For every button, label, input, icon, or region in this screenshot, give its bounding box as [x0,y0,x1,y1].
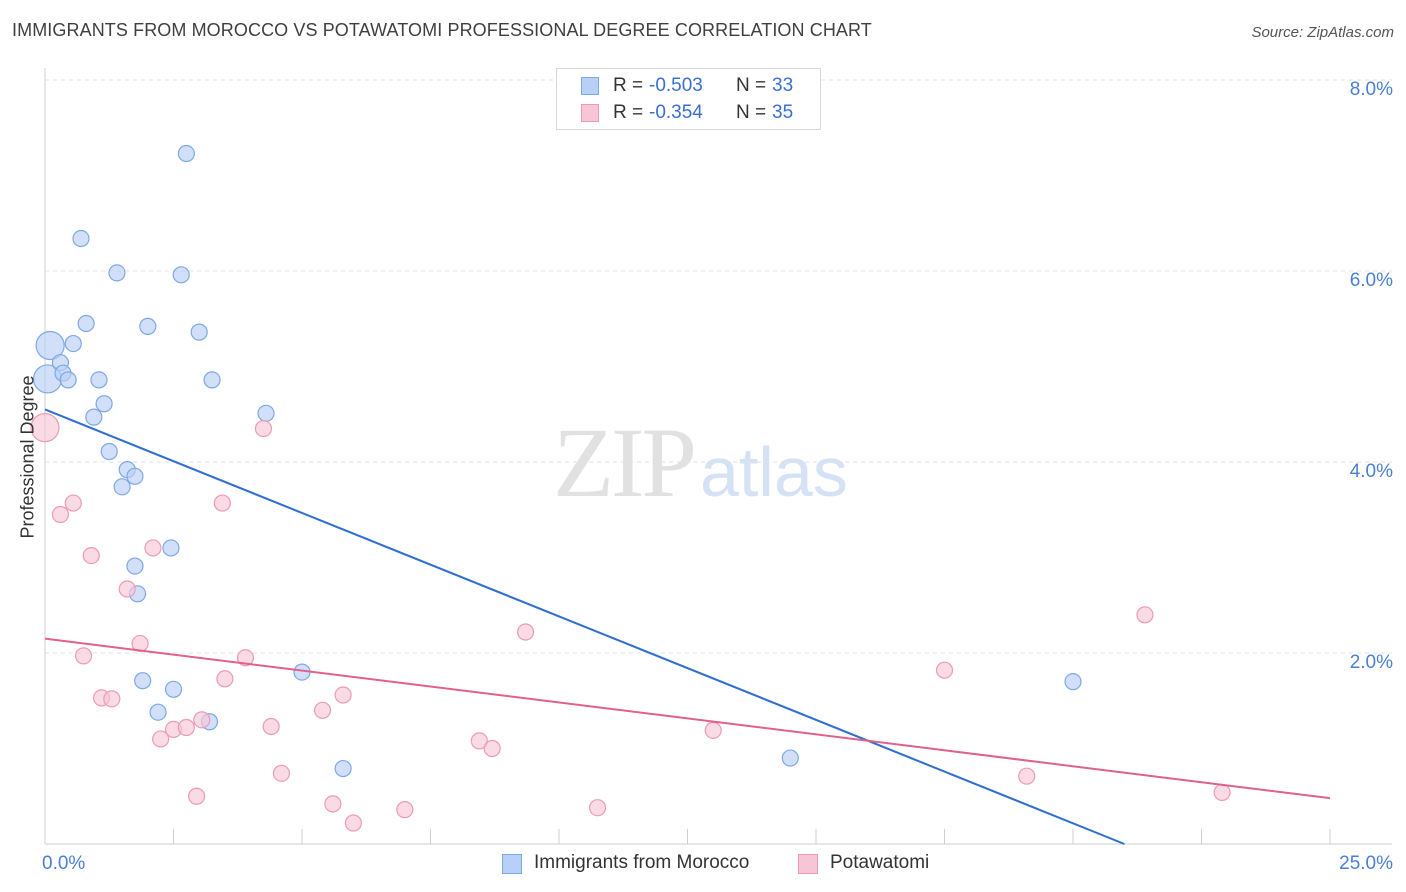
data-point [344,814,362,832]
data-point [95,395,113,413]
bottom-legend-swatch-potawatomi [798,854,818,874]
y-tick-label: 6.0% [1350,270,1393,291]
data-point [216,670,234,688]
data-point [935,661,954,679]
chart-title: IMMIGRANTS FROM MOROCCO VS POTAWATOMI PR… [12,20,872,40]
data-point [35,330,65,361]
legend-swatch-potawatomi [581,104,599,122]
source-credit: Source: ZipAtlas.com [1251,24,1394,41]
data-point [704,721,722,739]
data-point [108,264,126,282]
data-point [203,371,221,389]
data-point [588,799,607,817]
x-tick-label: 0.0% [42,853,85,874]
data-point [72,229,90,248]
legend-n-value: 35 [772,102,794,123]
data-point [118,580,136,598]
data-point [324,795,342,813]
data-point [64,494,82,512]
data-point [257,404,275,422]
trend-lines [44,408,1331,845]
data-point [59,371,77,389]
data-point [262,717,280,736]
data-point [139,317,157,335]
data-point [103,690,121,708]
data-point [1136,606,1154,624]
data-point [177,144,195,163]
data-point [1064,673,1082,691]
data-point [90,371,108,389]
data-point [236,649,255,667]
correlation-legend: R = -0.503 N = 33 R = -0.354 N = 35 [556,68,821,130]
bottom-legend-label: Immigrants from Morocco [534,852,750,873]
data-point [134,672,152,690]
data-point [100,442,118,461]
legend-n-label: N = [736,102,767,123]
data-point [334,686,352,704]
data-point [781,749,799,767]
data-point [272,764,291,782]
axes [44,68,1392,845]
data-point [177,718,195,737]
data-point [313,701,332,719]
legend-n-value: 33 [772,75,794,96]
trend-line-potawatomi [44,637,1331,800]
y-axis-label: Professional Degree [17,375,38,539]
data-point [77,314,95,333]
data-point [162,539,180,557]
data-point [30,413,60,443]
legend-swatch-morocco [581,77,599,95]
series-potawatomi [30,413,1231,832]
legend-r-label: R = [613,102,644,123]
data-point [126,467,144,485]
data-point [483,739,501,758]
data-point [149,703,167,721]
data-point [172,266,190,284]
legend-r-label: R = [613,75,644,96]
bottom-legend-swatch-morocco [502,854,522,874]
data-point [334,759,352,778]
data-point [144,539,162,557]
data-point [1213,783,1231,802]
data-point [74,647,93,665]
legend-r-value: -0.354 [649,102,703,123]
y-tick-label: 8.0% [1350,79,1393,100]
data-point [64,334,82,353]
tick-labels: 2.0% 4.0% 6.0% 8.0% 0.0% 25.0% [42,79,1393,874]
legend-n-label: N = [736,75,767,96]
data-point [190,323,208,341]
series-immigrants-from-morocco [32,144,1082,778]
data-point [113,478,131,496]
data-point [85,408,103,426]
data-point [152,730,170,748]
y-tick-label: 2.0% [1350,652,1393,673]
data-point [126,557,144,575]
data-point [82,546,100,565]
data-point [396,801,414,819]
data-point [164,680,183,698]
x-tick-label: 25.0% [1339,853,1393,874]
data-point [193,711,211,729]
data-point [213,494,231,512]
data-point [188,787,206,805]
trend-line-morocco [44,408,1125,845]
bottom-legend-label: Potawatomi [830,852,930,873]
data-point [516,623,535,641]
y-tick-label: 4.0% [1350,461,1393,482]
data-point [254,419,273,438]
data-point [1018,767,1036,785]
data-point [470,732,488,750]
legend-r-value: -0.503 [649,75,703,96]
data-point [51,505,70,524]
grid-lines [45,79,1392,654]
watermark-atlas: atlas [700,433,848,511]
